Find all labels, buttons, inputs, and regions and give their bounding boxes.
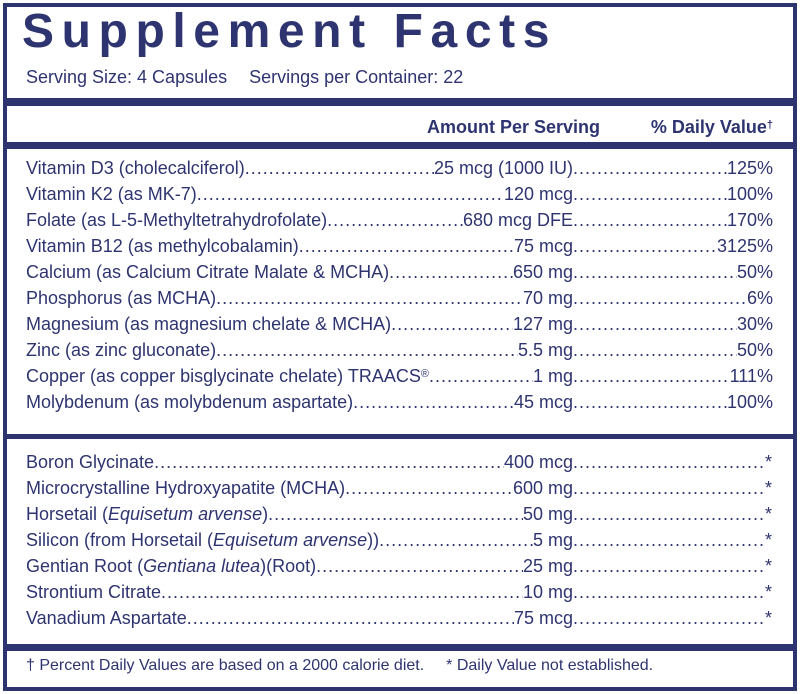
ingredient-name: Boron Glycinate (26, 452, 155, 472)
nutrient-row: Vitamin K2 (as MK-7) 120 mcg 100% (26, 181, 773, 207)
nutrient-row: Folate (as L-5-Methyltetrahydrofolate) 68… (26, 207, 773, 233)
serving-size: Serving Size: 4 Capsules (26, 67, 228, 87)
ingredient-amount: 5 mg (532, 530, 573, 550)
header-daily-value-label: % Daily Value (650, 117, 767, 137)
ingredient-amount: 600 mg (512, 478, 573, 498)
nutrient-daily-value: 170% (726, 210, 773, 230)
ingredient-daily-value: * (764, 608, 772, 628)
nutrient-row: Molybdenum (as molybdenum aspartate) 45 m… (26, 389, 773, 415)
nutrient-daily-value: 125% (726, 158, 773, 178)
ingredient-daily-value: * (764, 556, 772, 576)
ingredient-amount: 25 mg (522, 556, 573, 576)
ingredient-row: Vanadium Aspartate 75 mcg * (26, 605, 773, 631)
nutrient-amount: 45 mcg (513, 392, 573, 412)
nutrient-name: Vitamin K2 (as MK-7) (26, 184, 197, 204)
divider-footer (7, 644, 793, 651)
ingredient-daily-value: * (764, 530, 772, 550)
servings-per-container: Servings per Container: 22 (249, 67, 464, 87)
nutrient-row: Calcium (as Calcium Citrate Malate & MCH… (26, 259, 773, 285)
nutrient-amount: 680 mcg DFE (462, 210, 573, 230)
nutrient-row: Phosphorus (as MCHA) 70 mg 6% (26, 285, 773, 311)
nutrient-daily-value: 50% (736, 340, 773, 360)
ingredient-row: Boron Glycinate 400 mcg * (26, 449, 773, 475)
latin-name: Gentiana lutea (143, 556, 261, 576)
nutrient-row: Vitamin D3 (cholecalciferol) 25 mcg (1000… (26, 155, 773, 181)
footnotes: † Percent Daily Values are based on a 20… (26, 656, 653, 676)
ingredient-daily-value: * (764, 452, 772, 472)
nutrient-daily-value: 100% (726, 184, 773, 204)
latin-name: Equisetum arvense (108, 504, 263, 524)
ingredient-amount: 10 mg (522, 582, 573, 602)
ingredient-row: Strontium Citrate 10 mg * (26, 579, 773, 605)
nutrient-daily-value: 111% (729, 366, 773, 386)
ingredient-amount: 400 mcg (503, 452, 573, 472)
ingredient-name: Microcrystalline Hydroxyapatite (MCHA) (26, 478, 346, 498)
divider-header (7, 142, 793, 149)
ingredient-daily-value: * (764, 582, 772, 602)
ingredient-daily-value: * (764, 504, 772, 524)
nutrient-row: Copper (as copper bisglycinate chelate) … (26, 363, 773, 389)
nutrient-name: Folate (as L-5-Methyltetrahydrofolate) (26, 210, 328, 230)
nutrient-amount: 70 mg (522, 288, 573, 308)
nutrient-amount: 25 mcg (1000 IU) (433, 158, 573, 178)
ingredient-row: Gentian Root (Gentiana lutea)(Root) 25 mg… (26, 553, 773, 579)
supplement-facts-panel (3, 3, 797, 691)
nutrient-name: Magnesium (as magnesium chelate & MCHA) (26, 314, 392, 334)
header-daily-value: % Daily Value† (651, 116, 773, 138)
serving-info: Serving Size: 4 Capsules Servings per Con… (26, 66, 463, 88)
nutrient-name: Molybdenum (as molybdenum aspartate) (26, 392, 354, 412)
nutrient-amount: 5.5 mg (517, 340, 573, 360)
nutrient-row: Zinc (as zinc gluconate) 5.5 mg 50% (26, 337, 773, 363)
ingredient-daily-value: * (764, 478, 772, 498)
nutrient-daily-value: 50% (736, 262, 773, 282)
header-amount-per-serving: Amount Per Serving (426, 117, 600, 137)
other-ingredients-list: Boron Glycinate 400 mcg * Microcrystallin… (26, 449, 773, 631)
nutrient-daily-value: 6% (746, 288, 773, 308)
nutrient-row: Vitamin B12 (as methylcobalamin) 75 mcg 3… (26, 233, 773, 259)
nutrient-name: Vitamin D3 (cholecalciferol) (26, 158, 245, 178)
nutrient-amount: 75 mcg (513, 236, 573, 256)
registered-mark: ® (420, 368, 429, 380)
ingredient-name: Horsetail (Equisetum arvense) (26, 504, 269, 524)
nutrient-daily-value: 100% (726, 392, 773, 412)
ingredient-row: Microcrystalline Hydroxyapatite (MCHA) 60… (26, 475, 773, 501)
ingredient-row: Silicon (from Horsetail (Equisetum arven… (26, 527, 773, 553)
divider-top (7, 98, 793, 106)
vitamins-minerals-list: Vitamin D3 (cholecalciferol) 25 mcg (1000… (26, 155, 773, 415)
nutrient-name: Copper (as copper bisglycinate chelate) … (26, 366, 429, 386)
dagger-mark: † (766, 119, 773, 131)
ingredient-amount: 75 mcg (513, 608, 573, 628)
ingredient-name: Strontium Citrate (26, 582, 162, 602)
daily-values-footnote: † Percent Daily Values are based on a 20… (26, 657, 425, 674)
latin-name: Equisetum arvense (213, 530, 368, 550)
nutrient-row: Magnesium (as magnesium chelate & MCHA) 1… (26, 311, 773, 337)
ingredient-name: Vanadium Aspartate (26, 608, 187, 628)
nutrient-daily-value: 3125% (716, 236, 773, 256)
ingredient-name: Gentian Root (Gentiana lutea)(Root) (26, 556, 317, 576)
nutrient-name: Calcium (as Calcium Citrate Malate & MCH… (26, 262, 390, 282)
not-established-footnote: * Daily Value not established. (446, 657, 654, 674)
ingredient-name: Silicon (from Horsetail (Equisetum arven… (26, 530, 380, 550)
nutrient-name: Vitamin B12 (as methylcobalamin) (26, 236, 299, 256)
divider-section (7, 434, 793, 439)
ingredient-amount: 50 mg (522, 504, 573, 524)
ingredient-row: Horsetail (Equisetum arvense) 50 mg * (26, 501, 773, 527)
nutrient-amount: 650 mg (512, 262, 573, 282)
nutrient-amount: 127 mg (512, 314, 573, 334)
nutrient-amount: 120 mcg (503, 184, 573, 204)
page-title: Supplement Facts (22, 5, 558, 58)
nutrient-amount: 1 mg (532, 366, 573, 386)
nutrient-daily-value: 30% (736, 314, 773, 334)
nutrient-name: Phosphorus (as MCHA) (26, 288, 217, 308)
nutrient-name: Zinc (as zinc gluconate) (26, 340, 217, 360)
